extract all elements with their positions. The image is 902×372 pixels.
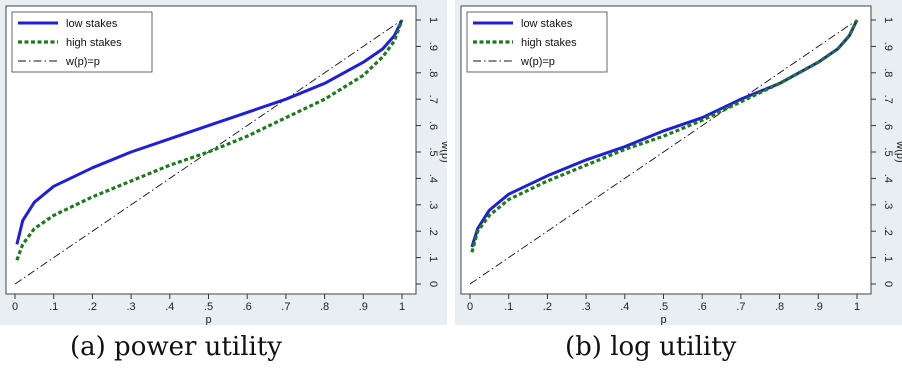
x-tick-label: .8 [320, 301, 329, 313]
series-line-low-stakes [470, 19, 859, 248]
legend-label-high-stakes: high stakes [521, 37, 577, 49]
x-tick-label: .4 [165, 301, 174, 313]
y-tick-label: 1 [882, 17, 894, 23]
series-line-high-stakes [15, 19, 404, 261]
legend-box [466, 11, 608, 73]
x-tick-label: .3 [582, 301, 591, 313]
legend-label-high-stakes: high stakes [66, 37, 122, 49]
chart-panel-power-utility: 0 .1 .2 .3 .4 .5 .6 .7 .8 .9 1 p 0 .1 .2 .3 .4 .5 .6 .7 .8 .9… [0, 0, 447, 325]
x-tick-label: .9 [814, 301, 823, 313]
y-tick-label: .3 [882, 200, 894, 209]
y-tick-label: .9 [427, 42, 439, 51]
x-tick-label: .2 [543, 301, 552, 313]
x-tick-label: 0 [467, 301, 473, 313]
y-tick-label: .5 [427, 147, 439, 156]
y-tick-label: 0 [427, 281, 439, 287]
y-tick-label: .2 [882, 227, 894, 236]
chart-panel-log-utility: 0 .1 .2 .3 .4 .5 .6 .7 .8 .9 1 p 0 .1 .2 .3 .4 .5 .6 .7 .8 .9… [455, 0, 902, 325]
x-axis-label: p [205, 314, 211, 325]
x-tick-label: .1 [49, 301, 58, 313]
legend-label-low-stakes: low stakes [66, 18, 118, 30]
x-tick-label: .2 [88, 301, 97, 313]
legend-label-low-stakes: low stakes [521, 18, 573, 30]
x-tick-label: .3 [127, 301, 136, 313]
x-tick-label: 1 [854, 301, 860, 313]
caption-power-utility: (a) power utility [70, 332, 282, 362]
y-tick-label: .7 [427, 95, 439, 104]
series-line-low-stakes [15, 19, 404, 245]
series-line-w-p-p [469, 19, 858, 285]
x-tick-label: 0 [12, 301, 18, 313]
x-tick-label: .1 [504, 301, 513, 313]
x-tick-label: .6 [698, 301, 707, 313]
x-axis-label: p [660, 314, 666, 325]
y-tick-label: .8 [427, 68, 439, 77]
x-tick-label: .8 [775, 301, 784, 313]
series-line-w-p-p [14, 19, 403, 285]
y-tick-label: 1 [427, 17, 439, 23]
y-tick-label: .2 [427, 227, 439, 236]
x-tick-label: .5 [204, 301, 213, 313]
y-tick-label: .1 [882, 253, 894, 262]
y-tick-label: .7 [882, 95, 894, 104]
y-axis-label: w(p) [894, 140, 902, 162]
y-tick-label: .4 [427, 174, 439, 183]
y-tick-label: .8 [882, 68, 894, 77]
chart-log-utility: 0 .1 .2 .3 .4 .5 .6 .7 .8 .9 1 p 0 .1 .2 .3 .4 .5 .6 .7 .8 .9… [455, 0, 902, 325]
y-tick-label: .9 [882, 42, 894, 51]
caption-log-utility: (b) log utility [565, 332, 737, 362]
y-axis-label: w(p) [439, 140, 447, 162]
y-tick-label: .1 [427, 253, 439, 262]
y-tick-label: .4 [882, 174, 894, 183]
y-tick-label: .6 [427, 121, 439, 130]
x-tick-label: .6 [243, 301, 252, 313]
x-tick-label: .7 [281, 301, 290, 313]
x-tick-label: .4 [620, 301, 629, 313]
y-tick-label: .6 [882, 121, 894, 130]
legend-label-w-p-p: w(p)=p [520, 56, 555, 68]
y-tick-label: .3 [427, 200, 439, 209]
x-tick-label: 1 [399, 301, 405, 313]
y-tick-label: 0 [882, 281, 894, 287]
x-tick-label: .7 [736, 301, 745, 313]
x-tick-label: .5 [659, 301, 668, 313]
y-tick-label: .5 [882, 147, 894, 156]
legend-label-w-p-p: w(p)=p [65, 56, 100, 68]
chart-power-utility: 0 .1 .2 .3 .4 .5 .6 .7 .8 .9 1 p 0 .1 .2 .3 .4 .5 .6 .7 .8 .9… [0, 0, 447, 325]
x-tick-label: .9 [359, 301, 368, 313]
